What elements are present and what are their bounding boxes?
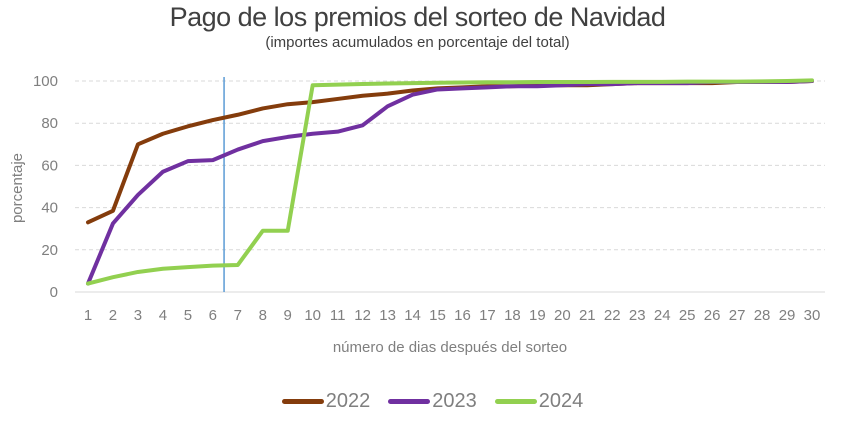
y-axis-label: porcentaje bbox=[9, 153, 26, 223]
x-tick-label: 27 bbox=[729, 307, 746, 324]
y-tick-label: 0 bbox=[50, 284, 58, 301]
x-tick-label: 2 bbox=[109, 307, 117, 324]
x-tick-label: 21 bbox=[579, 307, 596, 324]
x-axis-label: número de dias después del sorteo bbox=[333, 339, 567, 356]
gridlines bbox=[75, 80, 825, 293]
x-tick-label: 30 bbox=[804, 307, 821, 324]
x-tick-label: 28 bbox=[754, 307, 771, 324]
legend-swatch-2024 bbox=[494, 399, 537, 404]
series-line-2024[interactable] bbox=[86, 78, 814, 286]
x-tick-label: 11 bbox=[330, 307, 346, 324]
x-tick-label: 13 bbox=[379, 307, 396, 324]
x-tick-label: 20 bbox=[554, 307, 571, 324]
x-tick-label: 25 bbox=[679, 307, 696, 324]
x-tick-label: 17 bbox=[479, 307, 496, 324]
y-tick-labels: 0 20 40 60 80 100 bbox=[33, 73, 58, 301]
x-tick-label: 15 bbox=[429, 307, 446, 324]
y-tick-label: 40 bbox=[41, 200, 58, 217]
legend-item-2023[interactable]: 2023 bbox=[388, 390, 477, 413]
x-tick-label: 3 bbox=[134, 307, 142, 324]
x-tick-label: 19 bbox=[529, 307, 546, 324]
x-tick-label: 1 bbox=[84, 307, 92, 324]
x-tick-label: 5 bbox=[184, 307, 192, 324]
x-tick-label: 16 bbox=[454, 307, 471, 324]
chart-title: Pago de los premios del sorteo de Navida… bbox=[169, 2, 666, 32]
chart-subtitle: (importes acumulados en porcentaje del t… bbox=[265, 34, 570, 51]
y-tick-label: 20 bbox=[41, 242, 58, 259]
legend-item-2024[interactable]: 2024 bbox=[494, 390, 584, 413]
x-tick-label: 18 bbox=[504, 307, 521, 324]
x-tick-label: 29 bbox=[779, 307, 796, 324]
series-lines bbox=[86, 78, 814, 286]
x-tick-labels: 1 2 3 4 5 6 7 8 9 10 11 12 13 14 15 16 17 18 19 20 21 22 23 24 2… bbox=[84, 307, 821, 324]
y-tick-label: 60 bbox=[41, 157, 58, 174]
series-line-2022[interactable] bbox=[86, 79, 814, 225]
legend-swatch-2023 bbox=[388, 399, 431, 404]
legend-label-2023: 2023 bbox=[432, 390, 477, 412]
x-tick-label: 14 bbox=[404, 307, 421, 324]
x-tick-label: 26 bbox=[704, 307, 721, 324]
y-tick-label: 80 bbox=[41, 115, 58, 132]
x-tick-label: 9 bbox=[284, 307, 292, 324]
x-tick-label: 23 bbox=[629, 307, 646, 324]
x-tick-label: 10 bbox=[304, 307, 321, 324]
legend-swatch-2022 bbox=[281, 399, 324, 404]
x-tick-label: 4 bbox=[159, 307, 167, 324]
legend-item-2022[interactable]: 2022 bbox=[281, 390, 371, 413]
x-tick-label: 7 bbox=[234, 307, 242, 324]
series-line-2023[interactable] bbox=[86, 79, 814, 286]
legend: 2022 2023 2024 bbox=[0, 390, 865, 413]
x-tick-label: 24 bbox=[654, 307, 671, 324]
legend-label-2022: 2022 bbox=[325, 390, 371, 412]
x-tick-label: 6 bbox=[209, 307, 217, 324]
x-tick-label: 8 bbox=[259, 307, 267, 324]
x-tick-label: 12 bbox=[354, 307, 371, 324]
y-tick-label: 100 bbox=[33, 73, 58, 90]
legend-label-2024: 2024 bbox=[538, 390, 584, 412]
x-tick-label: 22 bbox=[604, 307, 621, 324]
